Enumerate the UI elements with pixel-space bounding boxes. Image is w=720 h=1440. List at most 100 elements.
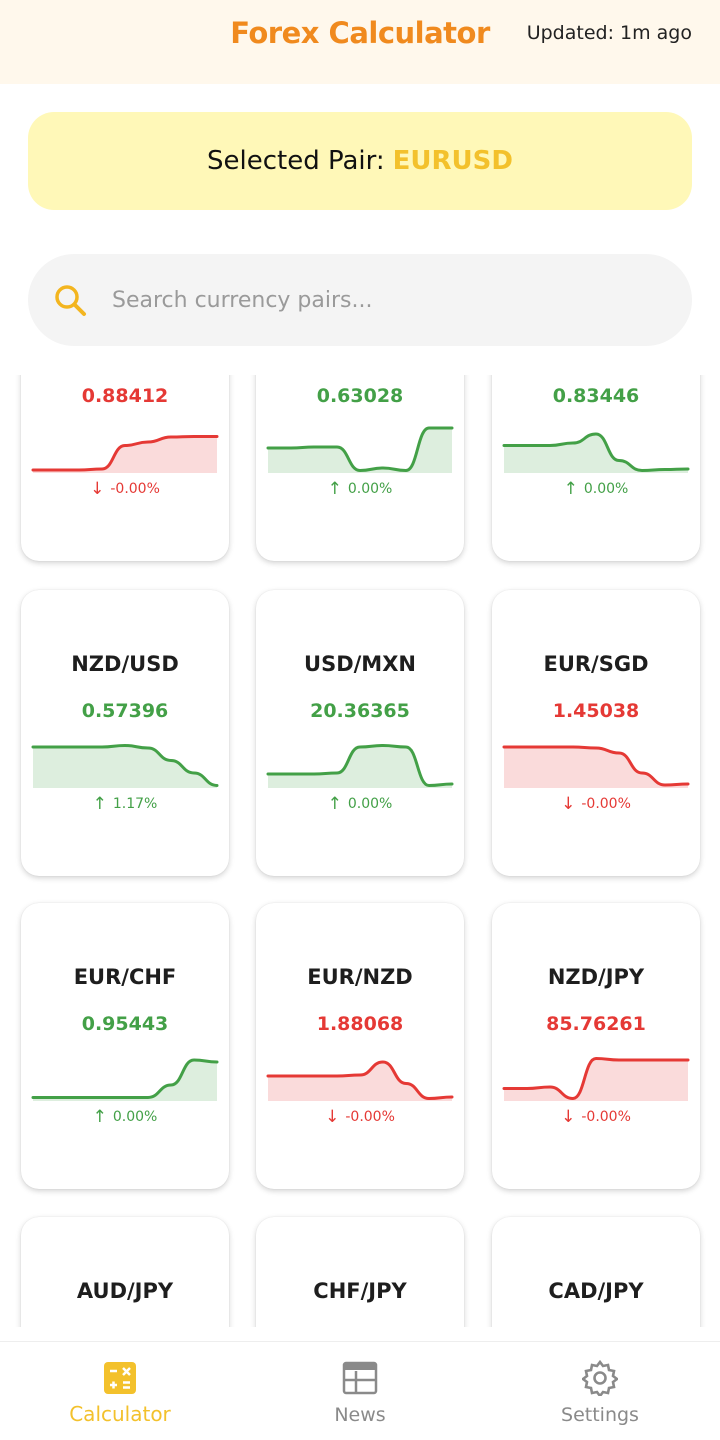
currency-price: 0.83446 [552,385,640,407]
sparkline-line [31,1058,219,1099]
sparkline-line [502,1056,690,1101]
sparkline-area [268,745,452,788]
arrow-down-icon: ↓ [561,1107,576,1127]
currency-pair-label: EUR/NZD [307,965,413,989]
change-indicator: ↑ 0.00% [21,1107,229,1127]
change-indicator: ↑ 0.00% [256,479,464,499]
currency-card[interactable]: NZD/USD 0.57396 ↑ 1.17% [21,590,229,876]
sparkline-chart [31,435,219,473]
arrow-up-icon: ↑ [563,479,578,499]
sparkline-area [33,436,217,473]
sparkline-chart [502,745,690,788]
sparkline-chart [266,1060,454,1101]
sparkline-line [266,743,454,788]
currency-pair-label: EUR/SGD [543,652,649,676]
change-indicator: ↓ -0.00% [492,1107,700,1127]
currency-card[interactable]: AUD/JPY [21,1217,229,1327]
change-value: 0.00% [347,481,393,497]
change-value: 0.00% [583,481,629,497]
sparkline-line [266,426,454,473]
change-indicator: ↑ 1.17% [21,794,229,814]
sparkline-area [504,1058,688,1101]
currency-card[interactable]: EUR/CHF 0.95443 ↑ 0.00% [21,903,229,1189]
currency-pair-label: EUR/CHF [73,965,177,989]
arrow-up-icon: ↑ [92,794,107,814]
change-value: -0.00% [581,1109,631,1125]
currency-card[interactable]: CHF/JPY [256,1217,464,1327]
currency-pair-label: NZD/USD [71,652,179,676]
nav-calculator[interactable]: Calculator [0,1342,240,1440]
currency-price: 1.88068 [316,1013,404,1035]
currency-pair-label: CHF/JPY [313,1279,407,1303]
sparkline-chart [266,743,454,788]
currency-pair-label: NZD/JPY [547,965,645,989]
sparkline-chart [31,1058,219,1101]
search-icon [55,285,86,316]
currency-price: 85.76261 [546,1013,646,1035]
app-header: Forex Calculator Updated: 1m ago [0,0,720,84]
currency-pair-label: AUD/JPY [76,1279,174,1303]
change-value: 1.17% [112,796,158,812]
arrow-down-icon: ↓ [325,1107,340,1127]
gear-icon [582,1360,618,1396]
change-value: -0.00% [110,481,160,497]
nav-label-settings: Settings [561,1404,639,1426]
arrow-up-icon: ↑ [327,794,342,814]
updated-status: Updated: 1m ago [526,22,692,44]
sparkline-area [33,1060,217,1101]
selected-pair-value: EURUSD [392,146,513,176]
sparkline-area [268,1062,452,1101]
change-indicator: ↑ 0.00% [256,794,464,814]
currency-card[interactable]: NZD/JPY 85.76261 ↓ -0.00% [492,903,700,1189]
change-value: 0.00% [112,1109,158,1125]
nav-news[interactable]: News [240,1342,480,1440]
nav-label-news: News [334,1404,386,1426]
currency-card[interactable]: CAD/JPY [492,1217,700,1327]
sparkline-line [31,743,219,787]
sparkline-line [266,1060,454,1101]
change-indicator: ↓ -0.00% [256,1107,464,1127]
currency-card[interactable]: EUR/SGD 1.45038 ↓ -0.00% [492,590,700,876]
app-title: Forex Calculator [230,16,490,50]
news-icon [342,1361,378,1395]
currency-price: 0.63028 [316,385,404,407]
currency-pair-label: CAD/JPY [548,1279,644,1303]
search-bar[interactable] [28,254,692,346]
arrow-down-icon: ↓ [561,794,576,814]
arrow-up-icon: ↑ [327,479,342,499]
currency-price: 0.95443 [81,1013,169,1035]
change-indicator: ↓ -0.00% [492,794,700,814]
sparkline-chart [502,432,690,473]
currency-price: 1.45038 [552,700,640,722]
currency-card[interactable]: 0.83446 ↑ 0.00% [492,375,700,561]
currency-card[interactable]: 0.88412 ↓ -0.00% [21,375,229,561]
currency-price: 0.57396 [81,700,169,722]
sparkline-line [31,435,219,472]
currency-card[interactable]: EUR/NZD 1.88068 ↓ -0.00% [256,903,464,1189]
currency-card[interactable]: USD/MXN 20.36365 ↑ 0.00% [256,590,464,876]
currency-card[interactable]: 0.63028 ↑ 0.00% [256,375,464,561]
search-input[interactable] [112,276,652,324]
selected-pair-label: Selected Pair: [207,146,385,176]
selected-pair-banner: Selected Pair: EURUSD [28,112,692,210]
sparkline-line [502,745,690,787]
currency-price: 20.36365 [310,700,410,722]
change-indicator: ↓ -0.00% [21,479,229,499]
nav-settings[interactable]: Settings [480,1342,720,1440]
sparkline-chart [31,743,219,788]
sparkline-area [504,747,688,788]
currency-grid[interactable]: 0.88412 ↓ -0.00% 0.63028 ↑ 0.00% 0.83446 ↑ 0.00%… [0,375,720,1327]
currency-pair-label: USD/MXN [304,652,416,676]
calculator-icon [104,1362,136,1394]
bottom-navigation: Calculator News Settings [0,1341,720,1440]
change-value: 0.00% [347,796,393,812]
sparkline-chart [266,426,454,473]
sparkline-chart [502,1056,690,1101]
sparkline-line [502,432,690,473]
nav-label-calculator: Calculator [69,1402,171,1426]
arrow-up-icon: ↑ [92,1107,107,1127]
change-indicator: ↑ 0.00% [492,479,700,499]
change-value: -0.00% [345,1109,395,1125]
change-value: -0.00% [581,796,631,812]
arrow-down-icon: ↓ [90,479,105,499]
